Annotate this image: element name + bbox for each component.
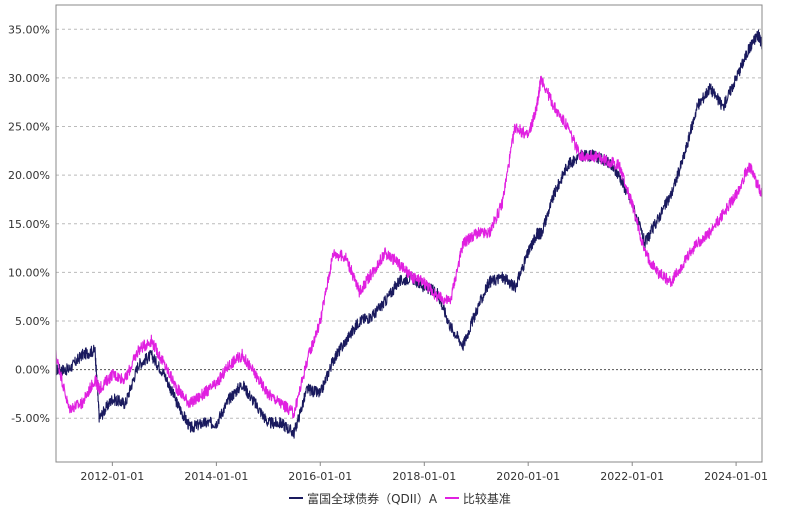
y-tick-label: 25.00% [8, 121, 50, 134]
y-tick-label: 0.00% [15, 364, 50, 377]
x-tick-label: 2020-01-01 [496, 470, 560, 483]
x-tick-label: 2018-01-01 [392, 470, 456, 483]
x-tick-label: 2024-01-01 [704, 470, 768, 483]
legend-swatch-benchmark [444, 497, 459, 499]
plot-frame [55, 4, 763, 463]
axis-layer: -5.00% 0.00% 5.00% 10.00% 15.00% 20.00% 25.00%… [8, 4, 768, 483]
y-tick-label: 10.00% [8, 266, 50, 279]
legend-label-fund: 富国全球债券（QDII）A [307, 491, 438, 506]
y-tick-label: 35.00% [8, 23, 50, 36]
legend: 富国全球债券（QDII）A 比较基准 [0, 488, 800, 507]
y-tick-label: 15.00% [8, 218, 50, 231]
x-tick-label: 2022-01-01 [600, 470, 664, 483]
y-tick-label: -5.00% [11, 412, 50, 425]
x-tick-label: 2016-01-01 [288, 470, 352, 483]
y-tick-label: 30.00% [8, 72, 50, 85]
line-chart: -5.00% 0.00% 5.00% 10.00% 15.00% 20.00% 25.00%… [8, 4, 768, 483]
legend-label-benchmark: 比较基准 [462, 491, 511, 506]
x-tick-label: 2014-01-01 [184, 470, 248, 483]
y-tick-label: 20.00% [8, 169, 50, 182]
legend-item-fund[interactable]: 富国全球债券（QDII）A [289, 490, 437, 507]
legend-item-benchmark[interactable]: 比较基准 [444, 490, 511, 507]
series-layer [55, 29, 763, 439]
grid-layer [56, 28, 762, 419]
series-line-benchmark [55, 75, 763, 419]
x-tick-label: 2012-01-01 [80, 470, 144, 483]
legend-swatch-fund [289, 497, 304, 499]
y-tick-label: 5.00% [15, 315, 50, 328]
series-line-fund [55, 29, 763, 439]
